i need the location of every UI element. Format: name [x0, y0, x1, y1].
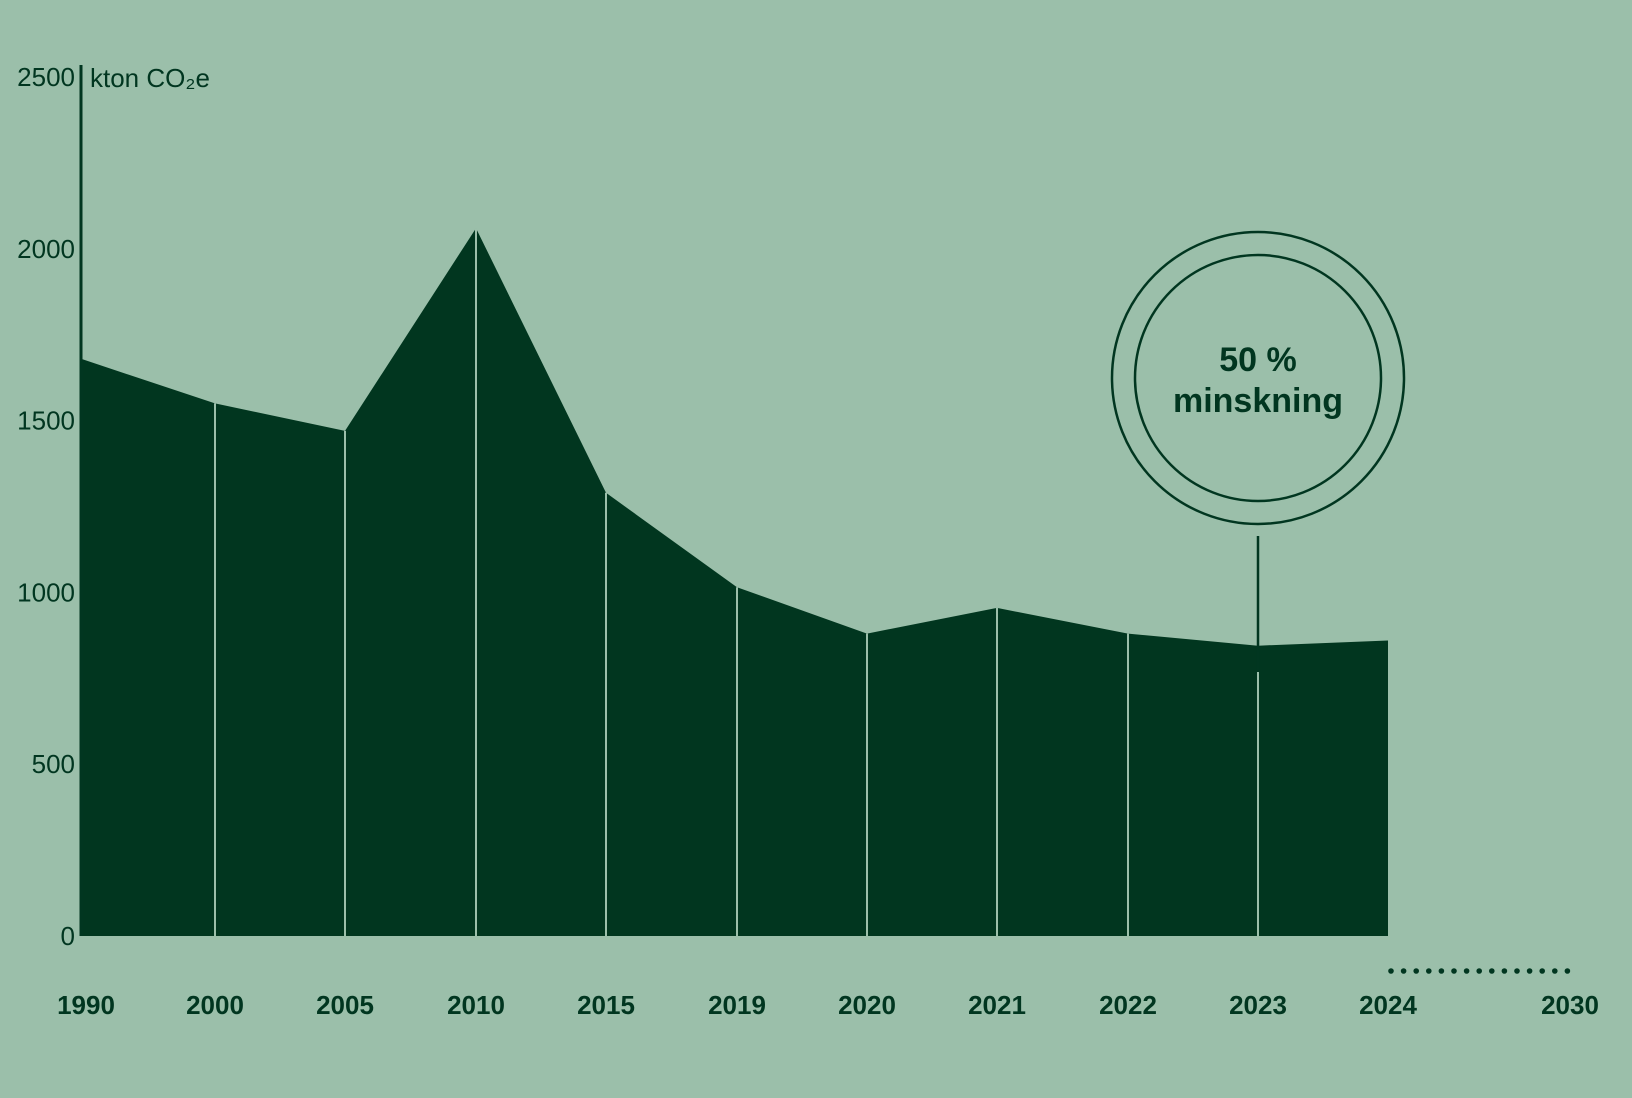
year-dividers [214, 228, 1259, 936]
projection-dot [1413, 968, 1419, 974]
y-tick-label: 1500 [17, 406, 75, 436]
projection-dot [1463, 968, 1470, 974]
projection-dotted-line [1388, 968, 1571, 974]
x-axis-ticks: 1990 2000 2005 2010 2015 2019 2020 2021 2022 2023… [57, 990, 1599, 1020]
callout-outer-ring [1110, 230, 1406, 526]
projection-dot [1526, 968, 1533, 974]
x-tick-label: 2010 [447, 990, 505, 1020]
x-tick-label: 2005 [316, 990, 374, 1020]
projection-dot [1400, 968, 1407, 974]
projection-dot [1451, 968, 1457, 974]
y-tick-label: 1000 [17, 577, 75, 607]
x-tick-label: 2015 [577, 990, 635, 1020]
projection-dot [1438, 968, 1445, 974]
y-tick-label: 0 [61, 921, 75, 951]
callout-inner-ring [1133, 253, 1383, 503]
y-tick-label: 500 [32, 749, 75, 779]
projection-dot [1564, 968, 1571, 974]
projection-dot [1501, 968, 1508, 974]
x-tick-label: 2000 [186, 990, 244, 1020]
callout-percent: 50 % [1219, 341, 1297, 379]
reduction-callout: 50 % minskning [1110, 230, 1406, 672]
projection-dot [1552, 968, 1558, 974]
projection-dot [1514, 968, 1520, 974]
projection-dot [1489, 968, 1495, 974]
x-tick-label: 1990 [57, 990, 115, 1020]
area-fill [81, 228, 1388, 936]
projection-dot [1388, 968, 1394, 974]
x-tick-label: 2019 [708, 990, 766, 1020]
y-tick-label: 2500 [17, 62, 75, 92]
projection-dot [1476, 968, 1482, 974]
x-tick-label: 2022 [1099, 990, 1157, 1020]
x-tick-label: 2020 [838, 990, 896, 1020]
x-tick-label: 2030 [1541, 990, 1599, 1020]
x-tick-label: 2023 [1229, 990, 1287, 1020]
x-tick-label: 2024 [1359, 990, 1417, 1020]
area-series [81, 228, 1388, 936]
projection-dot [1539, 968, 1545, 974]
projection-dot [1426, 968, 1432, 974]
y-axis-ticks: 0 500 1000 1500 2000 2500 [17, 62, 75, 951]
callout-label: minskning [1173, 382, 1343, 420]
y-axis-unit-label: kton CO₂e [90, 63, 210, 93]
x-tick-label: 2021 [968, 990, 1026, 1020]
y-tick-label: 2000 [17, 234, 75, 264]
